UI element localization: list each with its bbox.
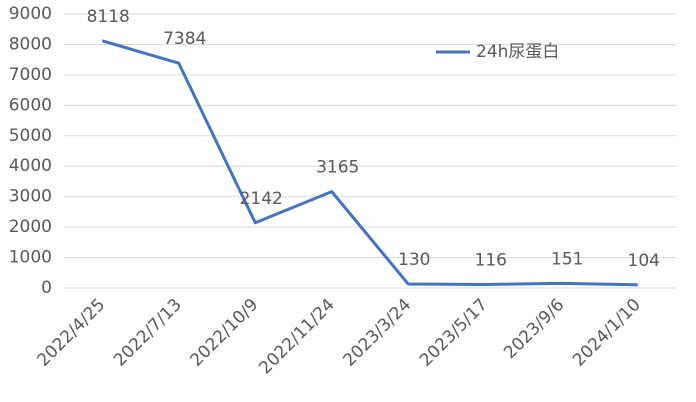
x-tick-label: 2023/3/24 <box>340 295 416 371</box>
x-tick-label: 2023/5/17 <box>416 295 492 371</box>
data-label: 7384 <box>163 29 206 49</box>
data-label: 8118 <box>87 7 130 27</box>
legend-label: 24h尿蛋白 <box>476 42 559 62</box>
y-tick-label: 4000 <box>9 156 52 176</box>
x-tick-label: 2022/11/24 <box>255 295 338 378</box>
x-tick-label: 2022/10/9 <box>187 295 263 371</box>
x-tick-label: 2023/9/6 <box>500 295 568 363</box>
line <box>101 39 638 287</box>
data-label: 151 <box>551 249 583 269</box>
data-label: 130 <box>398 250 430 270</box>
x-tick-label: 2022/7/13 <box>110 295 186 371</box>
data-label: 2142 <box>240 189 283 209</box>
y-tick-label: 7000 <box>9 65 52 85</box>
data-label: 116 <box>475 250 507 270</box>
y-tick-label: 1000 <box>9 248 52 268</box>
y-tick-label: 3000 <box>9 187 52 207</box>
y-tick-label: 9000 <box>9 4 52 24</box>
x-tick-label: 2022/4/25 <box>34 295 110 371</box>
x-tick-label: 2024/1/10 <box>569 295 645 371</box>
data-label: 3165 <box>316 158 359 178</box>
y-tick-label: 8000 <box>9 34 52 54</box>
y-tick-label: 6000 <box>9 95 52 115</box>
y-tick-label: 2000 <box>9 217 52 237</box>
y-tick-label: 0 <box>41 278 52 298</box>
y-tick-label: 5000 <box>9 126 52 146</box>
data-label: 104 <box>628 251 660 271</box>
